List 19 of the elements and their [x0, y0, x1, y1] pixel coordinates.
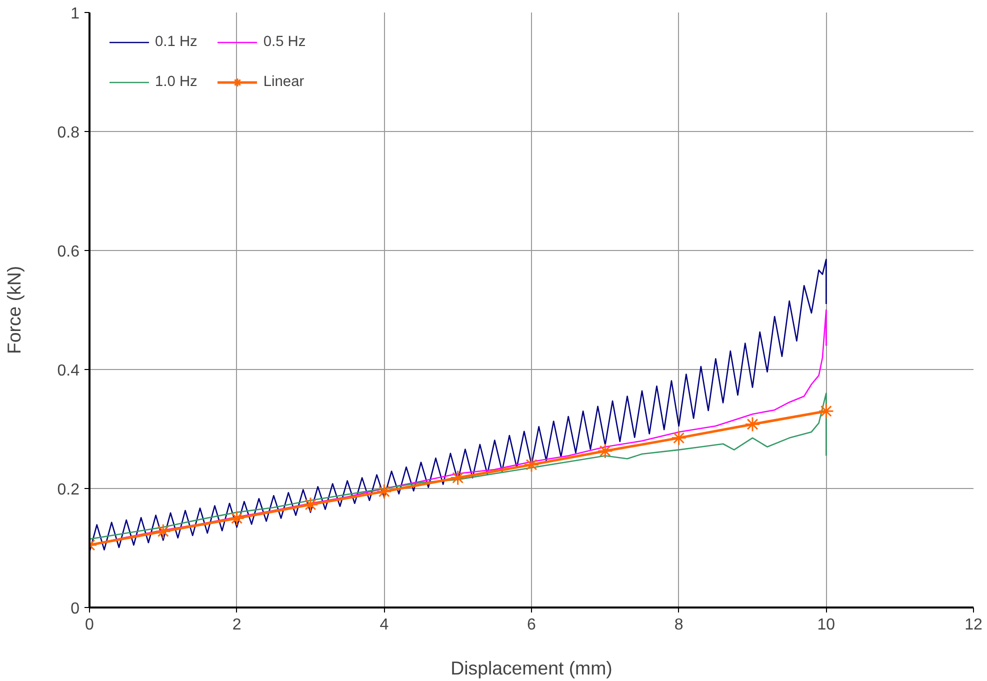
y-tick-label: 0.6 — [57, 244, 80, 260]
y-tick-label: 0.2 — [57, 482, 80, 498]
x-tick-label: 2 — [232, 616, 242, 634]
x-axis-title: Displacement (mm) — [450, 658, 612, 678]
y-tick-label: 0.4 — [57, 362, 80, 380]
x-tick-label: 12 — [964, 616, 982, 634]
y-axis-title: Force (kN) — [3, 266, 24, 354]
x-tick-label: 4 — [380, 616, 389, 634]
x-tick-label: 6 — [527, 616, 536, 634]
x-tick-label: 10 — [817, 616, 836, 634]
legend-label: Linear — [263, 74, 304, 90]
y-tick-label: 1 — [70, 6, 80, 22]
x-tick-label: 8 — [674, 616, 684, 634]
legend-label: 0.5 Hz — [263, 34, 306, 50]
y-tick-label: 0 — [70, 600, 80, 618]
x-tick-label: 0 — [85, 616, 94, 634]
legend-label: 0.1 Hz — [155, 34, 198, 50]
legend-label: 1.0 Hz — [155, 74, 198, 90]
y-tick-label: 0.8 — [57, 124, 80, 142]
